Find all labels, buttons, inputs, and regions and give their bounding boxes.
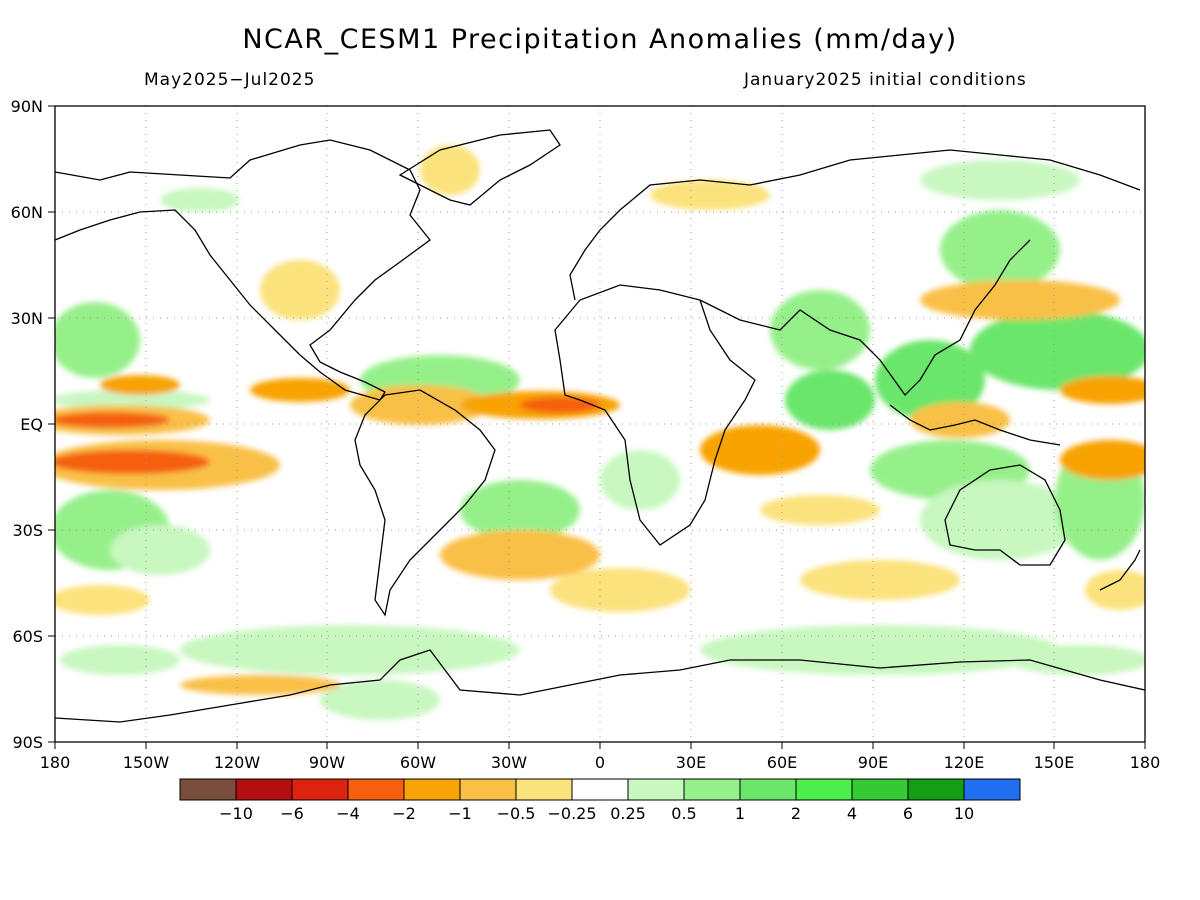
colorbar-label: −0.5	[497, 804, 536, 823]
colorbar-label: −10	[219, 804, 253, 823]
lon-label: 30W	[491, 753, 527, 772]
colorbar: −10 −6 −4 −2 −1 −0.5 −0.25 0.25 0.5 1 2 …	[179, 778, 1021, 823]
colorbar-label: 10	[954, 804, 974, 823]
colorbar-swatch	[796, 779, 852, 800]
map-area	[55, 106, 1145, 742]
lon-label: 150W	[123, 753, 170, 772]
graticule	[55, 106, 1145, 742]
lon-axis: 180 150W 120W 90W 60W 30W 0 30E 60E 90E …	[40, 742, 1161, 772]
lon-label: 120W	[214, 753, 261, 772]
lon-label: 180	[40, 753, 71, 772]
colorbar-label: 2	[791, 804, 801, 823]
colorbar-swatch	[516, 779, 572, 800]
lon-label: 60W	[400, 753, 436, 772]
lat-label: 60S	[12, 627, 43, 646]
lat-axis: 90N 60N 30N EQ 30S 60S 90S	[11, 97, 55, 752]
forecast-period: May2025−Jul2025	[144, 70, 316, 90]
colorbar-label: 1	[735, 804, 745, 823]
initial-conditions: January2025 initial conditions	[744, 70, 1027, 90]
lon-label: 120E	[944, 753, 985, 772]
colorbar-swatch	[684, 779, 740, 800]
colorbar-swatch	[180, 779, 236, 800]
colorbar-swatch	[628, 779, 684, 800]
colorbar-label: 6	[903, 804, 913, 823]
lat-label: 30S	[12, 521, 43, 540]
lon-label: 150E	[1034, 753, 1075, 772]
colorbar-swatch	[852, 779, 908, 800]
colorbar-swatch	[964, 779, 1020, 800]
colorbar-label: −4	[336, 804, 360, 823]
coastlines	[55, 129, 1145, 723]
anomaly-field	[55, 145, 1145, 720]
colorbar-label: 0.25	[610, 804, 646, 823]
colorbar-label: −6	[280, 804, 304, 823]
chart-title: NCAR_CESM1 Precipitation Anomalies (mm/d…	[242, 24, 958, 55]
lon-label: 90E	[858, 753, 888, 772]
colorbar-swatch	[572, 779, 628, 800]
colorbar-swatch	[460, 779, 516, 800]
colorbar-swatch	[292, 779, 348, 800]
colorbar-label: −1	[448, 804, 472, 823]
lat-label: 60N	[11, 203, 43, 222]
lon-label: 90W	[309, 753, 345, 772]
lon-label: 180	[1130, 753, 1161, 772]
lat-label: EQ	[20, 415, 43, 434]
colorbar-swatch	[740, 779, 796, 800]
lat-label: 30N	[11, 309, 43, 328]
colorbar-swatch	[236, 779, 292, 800]
colorbar-label: 4	[847, 804, 857, 823]
lat-label: 90N	[11, 97, 43, 116]
colorbar-label: −0.25	[547, 804, 596, 823]
colorbar-swatch	[404, 779, 460, 800]
colorbar-swatch	[348, 779, 404, 800]
colorbar-swatch	[908, 779, 964, 800]
lat-label: 90S	[12, 733, 43, 752]
colorbar-label: 0.5	[671, 804, 696, 823]
lon-label: 30E	[676, 753, 706, 772]
colorbar-label: −2	[392, 804, 416, 823]
lon-label: 0	[595, 753, 605, 772]
lon-label: 60E	[767, 753, 797, 772]
